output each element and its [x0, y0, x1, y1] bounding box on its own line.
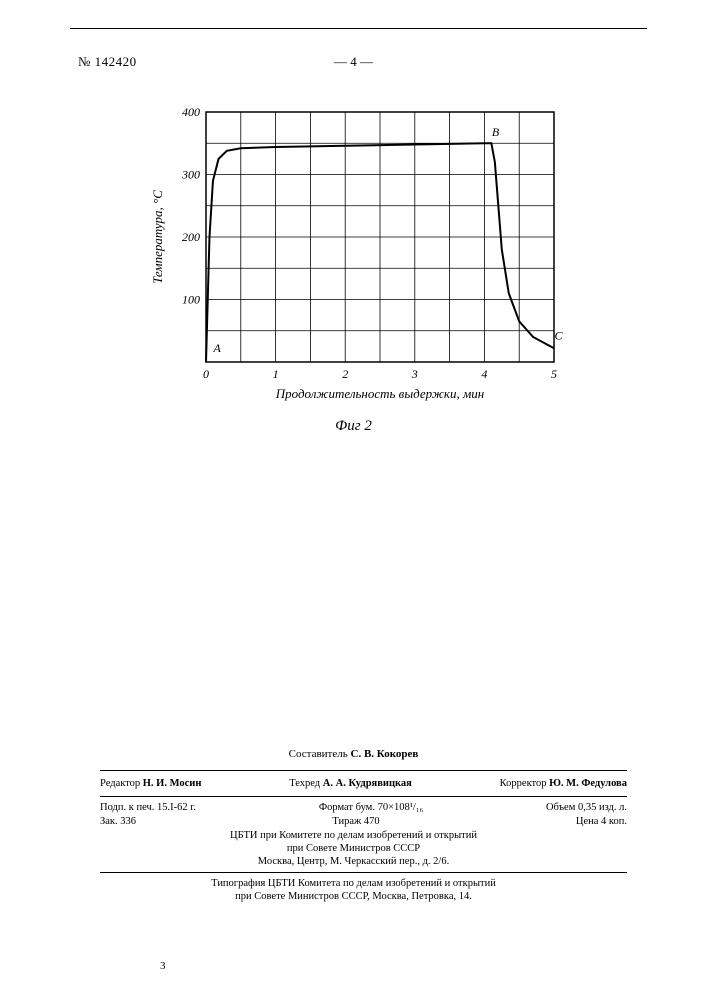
top-rule — [70, 28, 647, 29]
signature-mark: 3 — [160, 960, 166, 972]
svg-text:C: C — [554, 328, 563, 342]
pub-typo1: Типография ЦБТИ Комитета по делам изобре… — [211, 878, 496, 889]
document-number: № 142420 — [78, 54, 137, 70]
svg-text:5: 5 — [551, 367, 557, 381]
pub-order: Зак. 336 — [100, 816, 136, 827]
techred-name: А. А. Кудрявицкая — [323, 778, 412, 789]
pub-printrun: Тираж 470 — [332, 816, 379, 827]
svg-text:2: 2 — [342, 367, 348, 381]
corrector-cell: Корректор Ю. М. Федулова — [500, 778, 627, 789]
editor-name: Н. И. Мосин — [143, 778, 202, 789]
techred-label: Техред — [289, 778, 320, 789]
rule-1 — [100, 770, 627, 771]
svg-text:Продолжительность выдержки, ми: Продолжительность выдержки, мин — [274, 386, 483, 401]
figure-caption: Фиг 2 — [335, 418, 372, 435]
pub-price: Цена 4 коп. — [576, 816, 627, 827]
svg-text:B: B — [491, 125, 499, 139]
pub-volume: Объем 0,35 изд. л. — [546, 802, 627, 813]
pub-row-1: Подп. к печ. 15.I-62 г. Формат бум. 70×1… — [100, 802, 627, 813]
pub-addr: Москва, Центр, М. Черкасский пер., д. 2/… — [258, 856, 449, 867]
pub-row-2: Зак. 336 Тираж 470 Цена 4 коп. — [100, 816, 627, 827]
corrector-label: Корректор — [500, 778, 547, 789]
pub-org2: при Совете Министров СССР — [287, 843, 420, 854]
svg-text:100: 100 — [182, 293, 200, 307]
pub-signed: Подп. к печ. 15.I-62 г. — [100, 802, 196, 813]
composer-line: Составитель С. В. Кокорев — [289, 748, 419, 760]
svg-text:A: A — [212, 341, 221, 355]
svg-text:300: 300 — [181, 168, 200, 182]
editor-cell: Редактор Н. И. Мосин — [100, 778, 201, 789]
chart-svg: 0 1 2 3 4 5 100 200 300 400 Продолжительность выде… — [144, 100, 564, 410]
svg-text:400: 400 — [182, 105, 200, 119]
temperature-chart: 0 1 2 3 4 5 100 200 300 400 Продолжительность выде… — [144, 100, 564, 410]
pub-typo2: при Совете Министров СССР, Москва, Петро… — [235, 891, 472, 902]
svg-text:0: 0 — [203, 367, 209, 381]
svg-text:3: 3 — [410, 367, 417, 381]
svg-text:200: 200 — [182, 230, 200, 244]
pub-format: Формат бум. 70×108¹/₁₆ — [319, 802, 423, 813]
rule-2 — [100, 796, 627, 797]
svg-text:4: 4 — [481, 367, 487, 381]
composer-label: Составитель — [289, 748, 348, 760]
rule-3 — [100, 872, 627, 873]
corrector-name: Ю. М. Федулова — [549, 778, 627, 789]
editor-label: Редактор — [100, 778, 140, 789]
page-number: — 4 — — [334, 54, 373, 70]
svg-text:Температура, °С: Температура, °С — [150, 190, 165, 284]
credits-row: Редактор Н. И. Мосин Техред А. А. Кудряв… — [100, 778, 627, 789]
techred-cell: Техред А. А. Кудрявицкая — [289, 778, 412, 789]
composer-name: С. В. Кокорев — [351, 748, 419, 760]
pub-org1: ЦБТИ при Комитете по делам изобретений и… — [230, 830, 477, 841]
svg-text:1: 1 — [272, 367, 278, 381]
